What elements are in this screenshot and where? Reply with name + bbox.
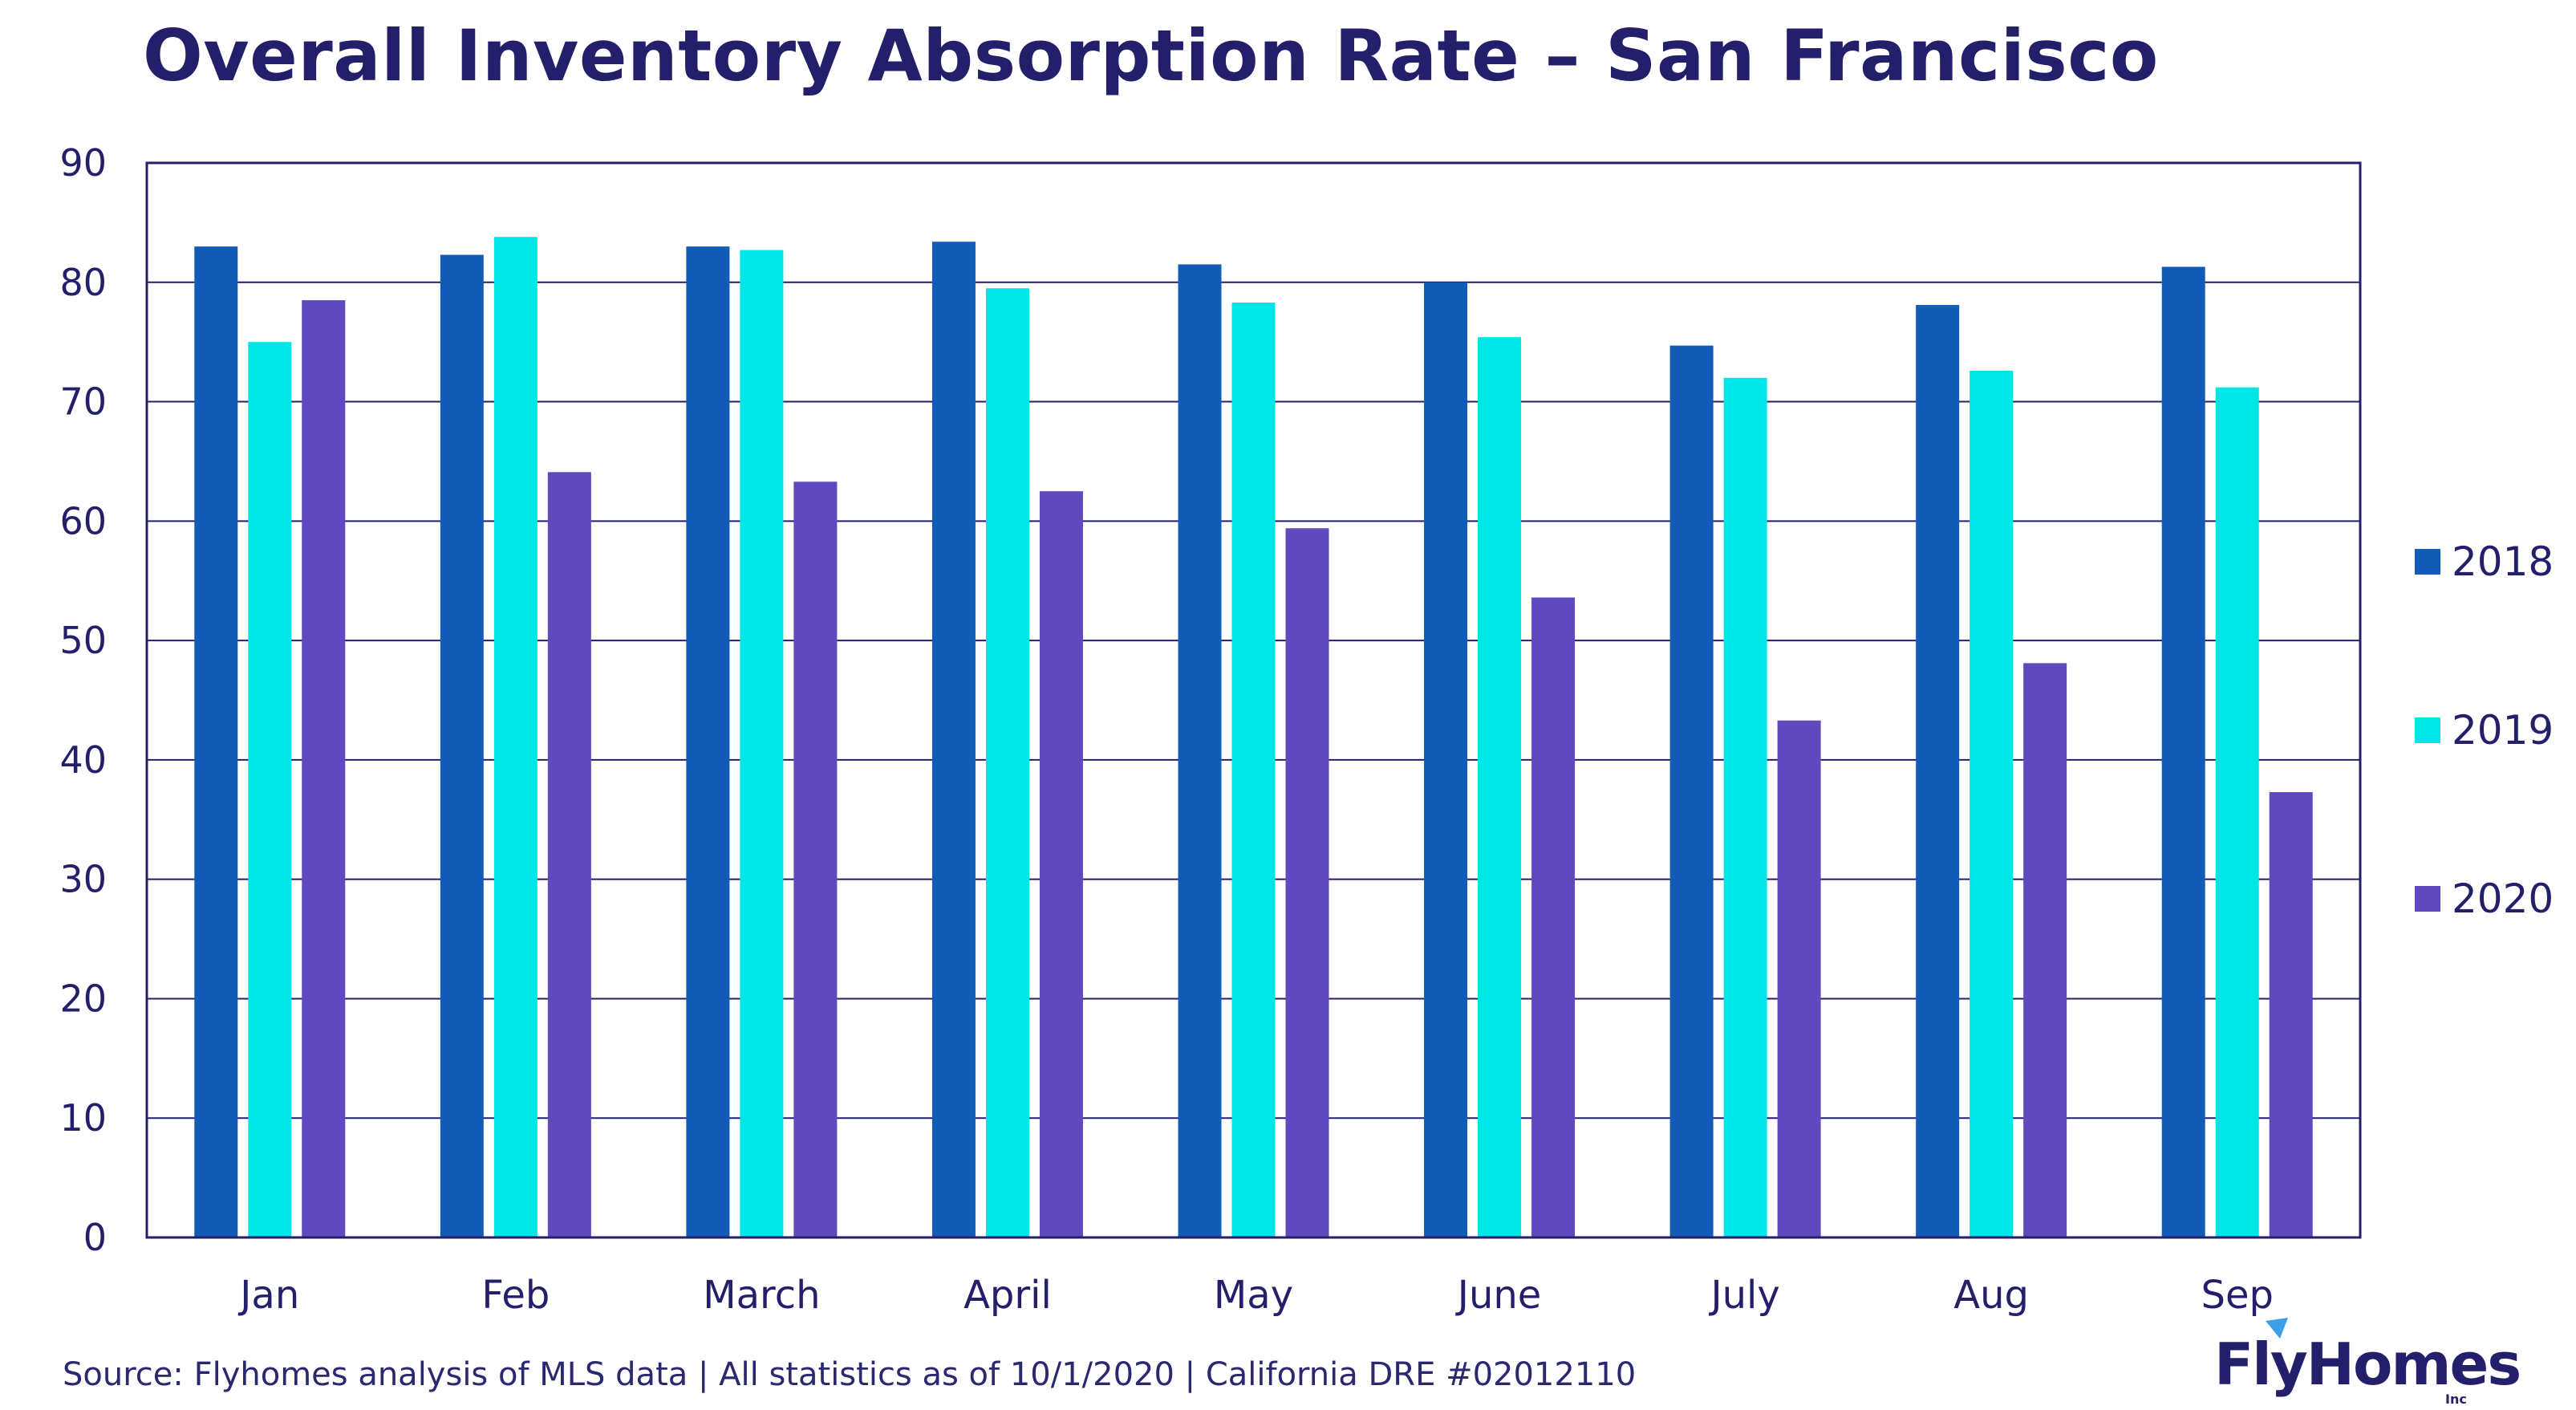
bar-2018-sep — [2161, 266, 2205, 1238]
flyhomes-logo: FlyHomes Inc — [2214, 1318, 2521, 1407]
bar-2018-jan — [194, 246, 238, 1238]
x-tick-label: July — [1708, 1273, 1779, 1318]
x-tick-label: May — [1214, 1273, 1293, 1318]
bar-2018-aug — [1916, 305, 1960, 1238]
y-tick-label: 20 — [59, 977, 107, 1020]
y-tick-label: 30 — [59, 858, 107, 901]
bar-2019-may — [1231, 303, 1276, 1237]
legend-label-2018: 2018 — [2452, 538, 2554, 585]
bar-2020-aug — [2023, 663, 2067, 1237]
logo-flag-icon — [2266, 1318, 2288, 1339]
bar-2018-april — [931, 242, 976, 1237]
legend-label-2019: 2019 — [2452, 707, 2554, 754]
bar-2020-june — [1531, 597, 1576, 1237]
x-tick-label: Feb — [481, 1273, 550, 1318]
bar-2019-jan — [248, 342, 292, 1238]
legend-swatch-2020 — [2415, 886, 2440, 912]
x-tick-label: Aug — [1953, 1273, 2029, 1318]
y-tick-label: 70 — [59, 380, 107, 424]
bar-2020-jan — [302, 300, 346, 1237]
bar-2018-june — [1424, 282, 1468, 1237]
legend-swatch-2018 — [2415, 549, 2440, 575]
bar-2018-feb — [440, 254, 484, 1238]
y-tick-label: 50 — [59, 619, 107, 662]
bar-2019-june — [1478, 337, 1522, 1237]
y-tick-label: 90 — [59, 141, 107, 185]
bar-2019-feb — [493, 237, 538, 1238]
chart-title: Overall Inventory Absorption Rate – San … — [143, 14, 2159, 97]
y-tick-label: 0 — [83, 1216, 107, 1259]
bar-2018-march — [686, 246, 730, 1238]
x-tick-label: Sep — [2201, 1273, 2273, 1318]
bar-2018-may — [1178, 264, 1222, 1237]
y-tick-label: 60 — [59, 499, 107, 542]
x-tick-label: March — [703, 1273, 820, 1318]
bar-2019-march — [740, 250, 784, 1237]
bar-2019-aug — [1970, 370, 2014, 1238]
legend-swatch-2019 — [2415, 717, 2440, 743]
logo-suffix: Inc — [2445, 1392, 2467, 1407]
logo-text: FlyHomes — [2214, 1331, 2521, 1398]
bar-2020-feb — [547, 472, 591, 1237]
x-tick-label: April — [963, 1273, 1052, 1318]
bar-2020-april — [1039, 491, 1083, 1237]
bar-2018-july — [1669, 345, 1714, 1237]
bar-2020-may — [1285, 528, 1329, 1237]
x-tick-label: Jan — [237, 1273, 299, 1318]
source-note: Source: Flyhomes analysis of MLS data | … — [63, 1356, 1637, 1393]
bar-2020-july — [1777, 720, 1821, 1237]
bar-2019-july — [1723, 377, 1767, 1237]
bar-2019-april — [985, 288, 1029, 1237]
x-tick-label: June — [1455, 1273, 1542, 1318]
legend-label-2020: 2020 — [2452, 876, 2554, 922]
y-tick-label: 80 — [59, 261, 107, 304]
y-tick-label: 10 — [59, 1096, 107, 1140]
plot-area-frame — [145, 161, 2362, 1239]
bar-2020-sep — [2269, 792, 2313, 1237]
y-tick-label: 40 — [59, 738, 107, 782]
bar-2019-sep — [2215, 387, 2259, 1238]
bar-2020-march — [793, 482, 838, 1237]
